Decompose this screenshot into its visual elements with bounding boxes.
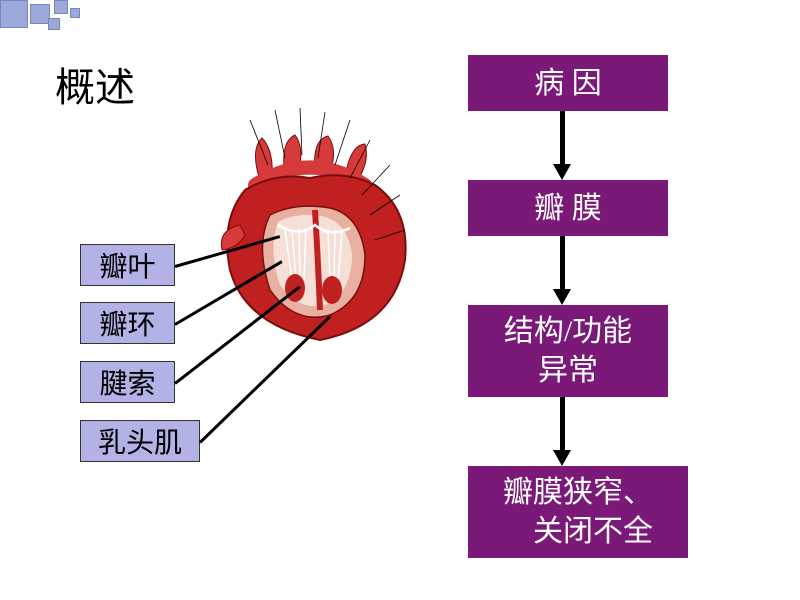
flow-arrow-2 <box>560 397 565 450</box>
deco-sq-1 <box>30 4 50 24</box>
flow-box-0: 病 因 <box>468 55 668 111</box>
flow-arrow-0 <box>560 111 565 164</box>
deco-sq-3 <box>70 8 80 18</box>
flow-box-3: 瓣膜狭窄、 关闭不全 <box>468 466 688 558</box>
deco-sq-2 <box>54 0 68 14</box>
anatomy-label-3: 乳头肌 <box>80 420 200 462</box>
page-title: 概述 <box>55 55 135 113</box>
flow-box-2: 结构/功能异常 <box>468 305 668 397</box>
anatomy-label-2: 腱索 <box>80 361 175 403</box>
flow-box-1: 瓣 膜 <box>468 180 668 236</box>
heart-illustration <box>200 130 430 350</box>
flow-arrow-head-1 <box>553 289 571 305</box>
anatomy-label-0: 瓣叶 <box>80 244 175 286</box>
deco-sq-4 <box>48 18 60 30</box>
flow-arrow-1 <box>560 236 565 289</box>
deco-sq-0 <box>0 0 28 28</box>
flow-arrow-head-0 <box>553 164 571 180</box>
corner-decoration <box>0 0 140 36</box>
flow-arrow-head-2 <box>553 450 571 466</box>
anatomy-label-1: 瓣环 <box>80 302 175 344</box>
